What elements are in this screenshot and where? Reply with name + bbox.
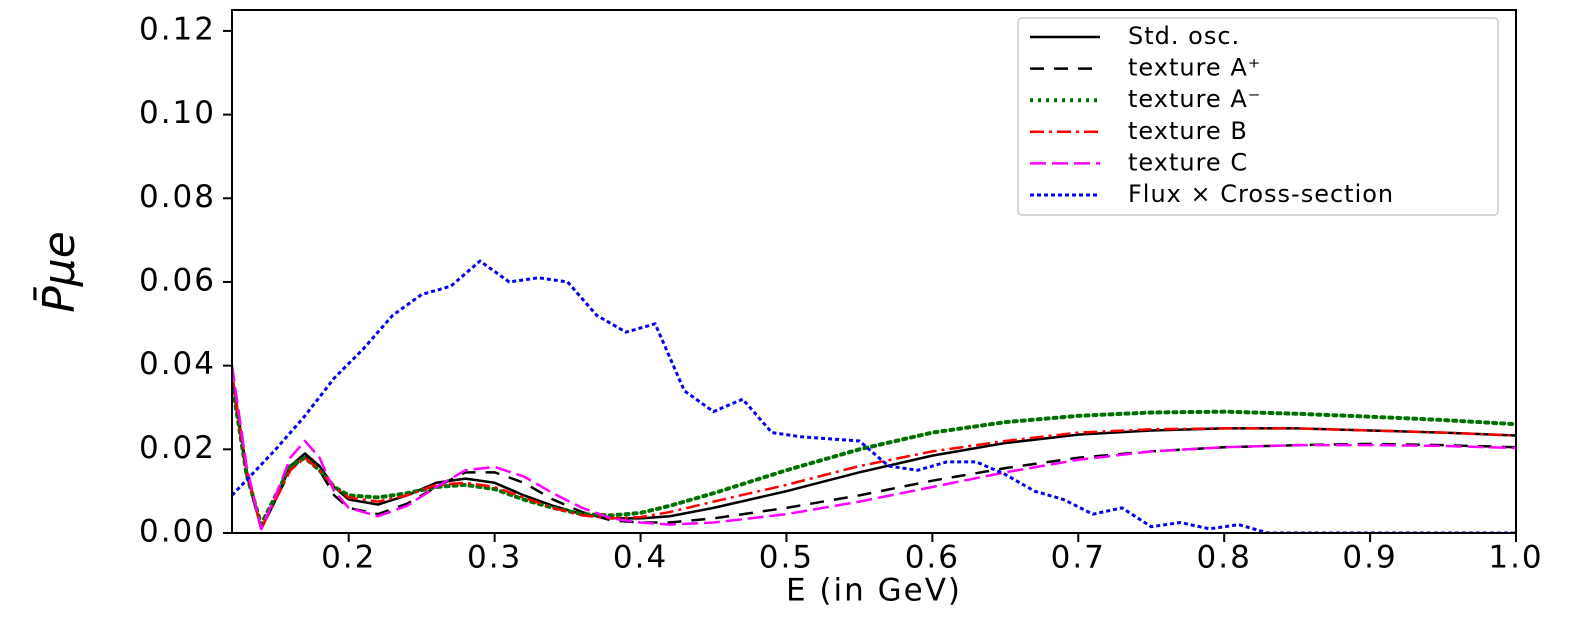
y-tick-label: 0.12 bbox=[139, 11, 216, 47]
series-line bbox=[232, 365, 1516, 531]
y-tick-label: 0.08 bbox=[139, 179, 216, 215]
plot-area bbox=[232, 259, 1516, 533]
x-tick-label: 0.3 bbox=[467, 540, 522, 576]
x-tick-label: 0.8 bbox=[1197, 540, 1252, 576]
y-tick-label: 0.04 bbox=[139, 346, 216, 382]
series-line bbox=[232, 378, 1516, 531]
legend-label: Std. osc. bbox=[1128, 22, 1240, 50]
plot-frame bbox=[231, 9, 1517, 534]
y-tick-label: 0.02 bbox=[139, 430, 216, 466]
y-tick-label: 0.10 bbox=[139, 95, 216, 131]
legend-label: texture A⁻ bbox=[1128, 85, 1261, 113]
series-line bbox=[232, 373, 1516, 531]
y-tick-label: 0.06 bbox=[139, 262, 216, 298]
legend-frame bbox=[1017, 17, 1499, 216]
legend: Std. osc. texture A⁺ texture A⁻ texture B te… bbox=[1017, 17, 1499, 216]
series-line bbox=[232, 373, 1516, 531]
series-line bbox=[232, 259, 1516, 533]
x-tick-label: 0.2 bbox=[321, 540, 376, 576]
x-tick-label: 1.0 bbox=[1488, 540, 1543, 576]
x-tick-label: 0.5 bbox=[759, 540, 814, 576]
legend-label: texture C bbox=[1128, 148, 1248, 176]
x-tick-label: 0.6 bbox=[905, 540, 960, 576]
legend-label: texture A⁺ bbox=[1128, 54, 1261, 82]
y-axis-label: P̄μe bbox=[32, 231, 85, 313]
x-axis-label: E (in GeV) bbox=[786, 573, 962, 609]
x-tick-label: 0.7 bbox=[1051, 540, 1106, 576]
x-tick-label: 0.9 bbox=[1342, 540, 1397, 576]
y-tick-label: 0.00 bbox=[139, 514, 216, 550]
legend-label: texture B bbox=[1128, 117, 1248, 145]
legend-label: Flux × Cross-section bbox=[1128, 180, 1394, 208]
x-tick-label: 0.4 bbox=[613, 540, 668, 576]
